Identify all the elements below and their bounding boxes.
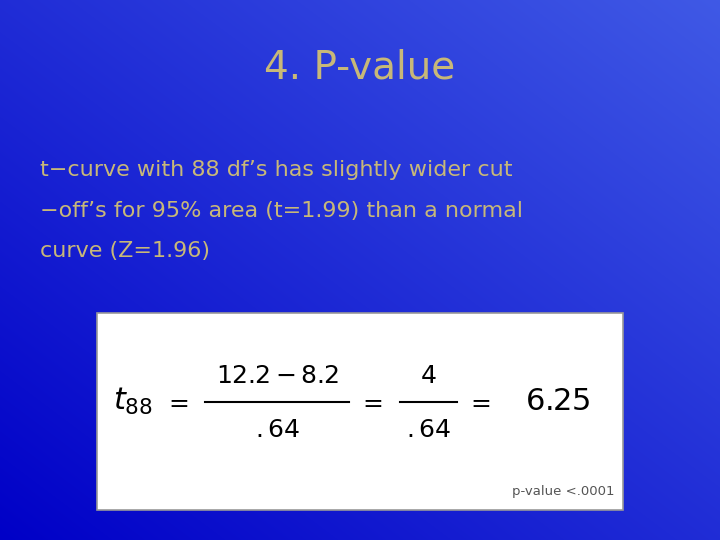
Text: $.64$: $.64$ [406,418,451,442]
Text: $.64$: $.64$ [255,418,300,442]
Text: $t_{88}$: $t_{88}$ [113,386,153,417]
Text: $6.25$: $6.25$ [525,387,591,416]
Text: $12.2-8.2$: $12.2-8.2$ [216,364,338,388]
Text: $=$: $=$ [359,390,383,414]
Text: 4. P-value: 4. P-value [264,49,456,86]
Text: t−curve with 88 df’s has slightly wider cut: t−curve with 88 df’s has slightly wider … [40,160,512,180]
Text: −off’s for 95% area (t=1.99) than a normal: −off’s for 95% area (t=1.99) than a norm… [40,200,523,221]
Text: curve (Z=1.96): curve (Z=1.96) [40,241,210,261]
Text: p-value <.0001: p-value <.0001 [512,485,614,498]
Text: $4$: $4$ [420,364,437,388]
Text: $=$: $=$ [164,390,189,414]
Text: $=$: $=$ [467,390,491,414]
FancyBboxPatch shape [97,313,623,510]
